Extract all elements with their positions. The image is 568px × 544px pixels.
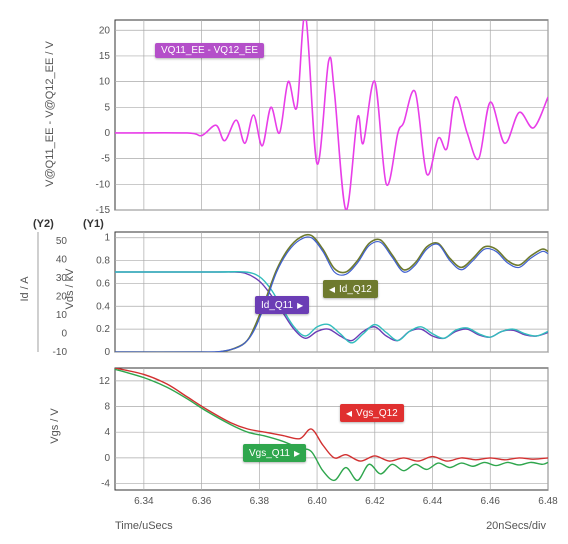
arrow-icon: ◂ [346, 406, 352, 420]
panel1-ylabel: V@Q11_EE - V@Q12_EE / V [44, 24, 56, 204]
multi-panel-chart: -15-10-50510152000.20.40.60.81-100102030… [0, 0, 568, 544]
svg-text:0: 0 [61, 329, 67, 340]
svg-text:0.8: 0.8 [96, 256, 110, 267]
svg-text:6.38: 6.38 [250, 496, 270, 507]
svg-text:0: 0 [104, 453, 110, 464]
svg-text:0.2: 0.2 [96, 324, 110, 335]
y1-tag: (Y1) [83, 218, 104, 230]
svg-text:-4: -4 [101, 479, 110, 490]
legend-id-q12-text: Id_Q12 [339, 284, 372, 295]
legend-vgs-q12: ◂ Vgs_Q12 [340, 404, 404, 422]
svg-text:-15: -15 [96, 205, 111, 216]
svg-text:6.42: 6.42 [365, 496, 385, 507]
svg-text:1: 1 [104, 233, 110, 244]
svg-text:0.6: 0.6 [96, 278, 110, 289]
svg-text:6.46: 6.46 [481, 496, 501, 507]
svg-text:4: 4 [104, 427, 110, 438]
svg-text:0.4: 0.4 [96, 301, 110, 312]
arrow-icon: ◂ [329, 282, 335, 296]
svg-text:10: 10 [99, 77, 111, 88]
legend-id-q11-text: Id_Q11 [261, 300, 293, 311]
legend-id-q11: Id_Q11 ▸ [255, 296, 309, 314]
legend-vgs-q11-text: Vgs_Q11 [249, 448, 290, 459]
svg-text:12: 12 [99, 376, 111, 387]
panel2-y1label: Vds / kV [64, 259, 76, 319]
svg-text:5: 5 [104, 102, 110, 113]
panel3-ylabel: Vgs / V [49, 396, 61, 456]
arrow-icon: ▸ [294, 446, 300, 460]
svg-text:6.36: 6.36 [192, 496, 212, 507]
legend-vgs-q12-text: Vgs_Q12 [356, 408, 398, 419]
svg-text:6.40: 6.40 [307, 496, 327, 507]
svg-text:6.34: 6.34 [134, 496, 154, 507]
svg-text:6.48: 6.48 [538, 496, 558, 507]
svg-text:6.44: 6.44 [423, 496, 443, 507]
svg-text:8: 8 [104, 402, 110, 413]
legend-vgs-q11: Vgs_Q11 ▸ [243, 444, 306, 462]
x-axis-label: Time/uSecs [115, 520, 173, 532]
svg-text:15: 15 [99, 51, 111, 62]
y2-tag: (Y2) [33, 218, 54, 230]
legend-vq-diff: VQ11_EE - VQ12_EE [155, 43, 264, 58]
svg-text:-10: -10 [96, 179, 111, 190]
svg-text:-5: -5 [101, 154, 110, 165]
legend-vq-diff-text: VQ11_EE - VQ12_EE [161, 45, 258, 56]
svg-text:0: 0 [104, 347, 110, 358]
svg-text:0: 0 [104, 128, 110, 139]
x-axis-secondary-label: 20nSecs/div [486, 520, 546, 532]
svg-text:-10: -10 [53, 347, 68, 358]
svg-text:50: 50 [56, 236, 68, 247]
panel2-y2label: Id / A [19, 259, 31, 319]
svg-text:20: 20 [99, 25, 111, 36]
arrow-icon: ▸ [297, 298, 303, 312]
legend-id-q12: ◂ Id_Q12 [323, 280, 378, 298]
